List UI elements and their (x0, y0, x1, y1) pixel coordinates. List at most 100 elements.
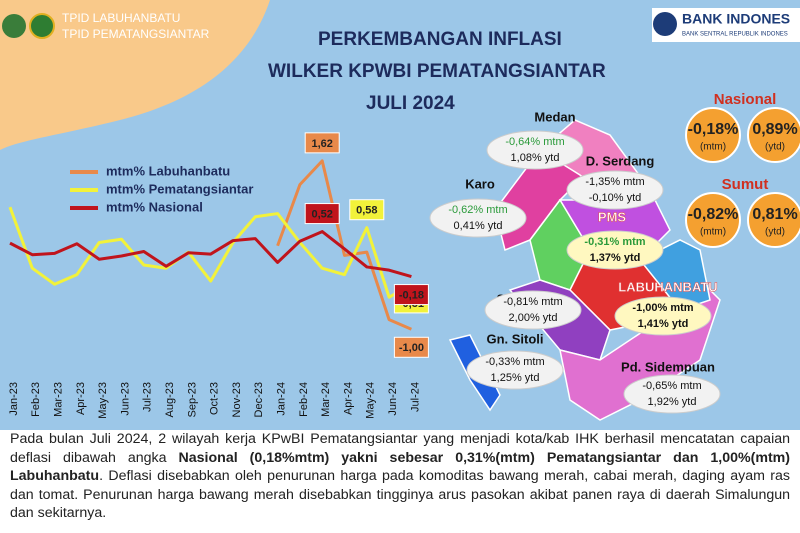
summary-circle (685, 107, 741, 163)
region-ytd: 1,41% ytd (638, 318, 689, 330)
series-line (9, 230, 412, 279)
region-name: D. Serdang (586, 153, 655, 168)
region-labels: Medan -0,64% mtm 1,08% ytd D. Serdang -1,35%… (429, 109, 721, 414)
title-line: WILKER KPWBI PEMATANGSIANTAR (268, 61, 606, 82)
region-mtm: -1,35% mtm (585, 176, 644, 188)
region-name: Pd. Sidempuan (621, 359, 715, 374)
series-line (276, 159, 412, 331)
region-bubble (623, 374, 721, 414)
text-bold: Nasional (0,18%mtm) yakni sebesar 0,31%(… (10, 449, 791, 485)
infographic: PERKEMBANGAN INFLASI WILKER KPWBI PEMATA… (0, 0, 800, 430)
bank-name: BANK INDONES (682, 11, 790, 27)
region-ytd: -0,10% ytd (589, 192, 642, 204)
x-tick-label: Aug-23 (164, 382, 176, 417)
region-bubble (484, 290, 582, 330)
logo-text: TPID LABUHANBATU (62, 11, 180, 25)
region-mtm: -0,31% mtm (584, 236, 645, 248)
value-label: 0,52 (311, 208, 332, 220)
region-bubble (466, 350, 564, 390)
x-tick-label: Feb-23 (30, 382, 42, 417)
x-tick-label: Jan-23 (8, 382, 20, 416)
x-tick-label: Oct-23 (209, 382, 221, 415)
text: . Deflasi disebabkan oleh penurunan harg… (10, 468, 790, 521)
region-name: LABUHANBATU (618, 279, 717, 294)
region-bubble (486, 130, 584, 170)
legend-label: mtm% Pematangsiantar (106, 181, 253, 196)
x-tick-label: Feb-24 (298, 382, 310, 417)
region-name: Medan (534, 109, 575, 124)
summary: Nasional -0,18% (mtm) 0,89% (ytd) Sumut -0,82%… (685, 91, 800, 248)
x-tick-label: Jun-24 (387, 382, 399, 416)
summary-unit: (mtm) (700, 142, 726, 153)
value-label-box (304, 132, 340, 154)
region-ytd: 1,08% ytd (511, 152, 560, 164)
legend-label: mtm% Labuhanbatu (106, 163, 230, 178)
series-line (8, 206, 413, 299)
region-mtm: -0,62% mtm (448, 204, 507, 216)
region-name: Karo (465, 176, 495, 191)
x-tick-label: Jul-23 (142, 382, 154, 412)
x-tick-label: Dec-23 (253, 382, 265, 417)
summary-value: 0,81% (752, 206, 797, 223)
x-tick-label: Jan-24 (276, 382, 288, 416)
summary-circle (685, 192, 741, 248)
x-tick-label: Sep-23 (186, 382, 198, 417)
region-mtm: -0,64% mtm (505, 136, 564, 148)
region-bubble (566, 230, 664, 270)
bank-subtitle: BANK SENTRAL REPUBLIK INDONES (682, 32, 788, 38)
summary-unit: (ytd) (765, 142, 785, 153)
region-mtm: -0,33% mtm (485, 356, 544, 368)
value-label-box (304, 203, 340, 225)
value-label: -0,18 (399, 289, 424, 301)
summary-title: Nasional (714, 91, 777, 108)
region-ytd: 1,37% ytd (590, 252, 641, 264)
region-mtm: -0,81% mtm (503, 296, 562, 308)
summary-circle (747, 107, 800, 163)
logo (2, 14, 26, 38)
x-tick-label: Jul-24 (409, 382, 421, 412)
value-label-box (349, 199, 385, 221)
region-mtm: -0,65% mtm (642, 380, 701, 392)
summary-value: -0,18% (688, 121, 739, 138)
value-label: -1,00 (399, 342, 424, 354)
value-label: 0,58 (356, 205, 377, 217)
paragraph: Pada bulan Juli 2024, 2 wilayah kerja KP… (10, 430, 790, 523)
title-line: PERKEMBANGAN INFLASI (318, 29, 562, 50)
region-bubble (429, 198, 527, 238)
summary-value: -0,82% (688, 206, 739, 223)
region-ytd: 1,92% ytd (648, 396, 697, 408)
x-tick-label: Apr-24 (342, 382, 354, 415)
x-tick-label: May-23 (97, 382, 109, 419)
logo (29, 13, 55, 39)
x-tick-label: Apr-23 (75, 382, 87, 415)
orange-blob (0, 0, 270, 150)
value-label: 1,62 (311, 138, 332, 150)
summary-circle (747, 192, 800, 248)
region-bubble (614, 296, 712, 336)
value-label-box (393, 336, 429, 358)
x-tick-label: Mar-24 (320, 382, 332, 417)
region-ytd: 2,00% ytd (509, 312, 558, 324)
summary-unit: (mtm) (700, 227, 726, 238)
value-label-box (393, 284, 429, 306)
region-ytd: 0,41% ytd (454, 220, 503, 232)
legend-label: mtm% Nasional (106, 199, 203, 214)
summary-title: Sumut (722, 176, 769, 193)
region-name: PMS (598, 209, 627, 224)
x-tick-label: May-24 (365, 382, 377, 419)
x-tick-label: Nov-23 (231, 382, 243, 417)
region-ytd: 1,25% ytd (491, 372, 540, 384)
logo-text: TPID PEMATANGSIANTAR (62, 27, 210, 41)
region-name: Gn. Sitoli (486, 331, 543, 346)
text: Pada bulan Juli 2024, 2 wilayah kerja KP… (10, 431, 790, 466)
line-chart: Jan-23 Feb-23 Mar-23 Apr-23 May-23 Jun-23 Jul-… (8, 132, 429, 419)
x-tick-label: Mar-23 (53, 382, 65, 417)
bank-logo (653, 12, 677, 36)
title-line: JULI 2024 (366, 93, 455, 114)
summary-unit: (ytd) (765, 227, 785, 238)
x-tick-label: Jun-23 (119, 382, 131, 416)
region-mtm: -1,00% mtm (632, 302, 693, 314)
summary-value: 0,89% (752, 121, 797, 138)
region-bubble (566, 170, 664, 210)
